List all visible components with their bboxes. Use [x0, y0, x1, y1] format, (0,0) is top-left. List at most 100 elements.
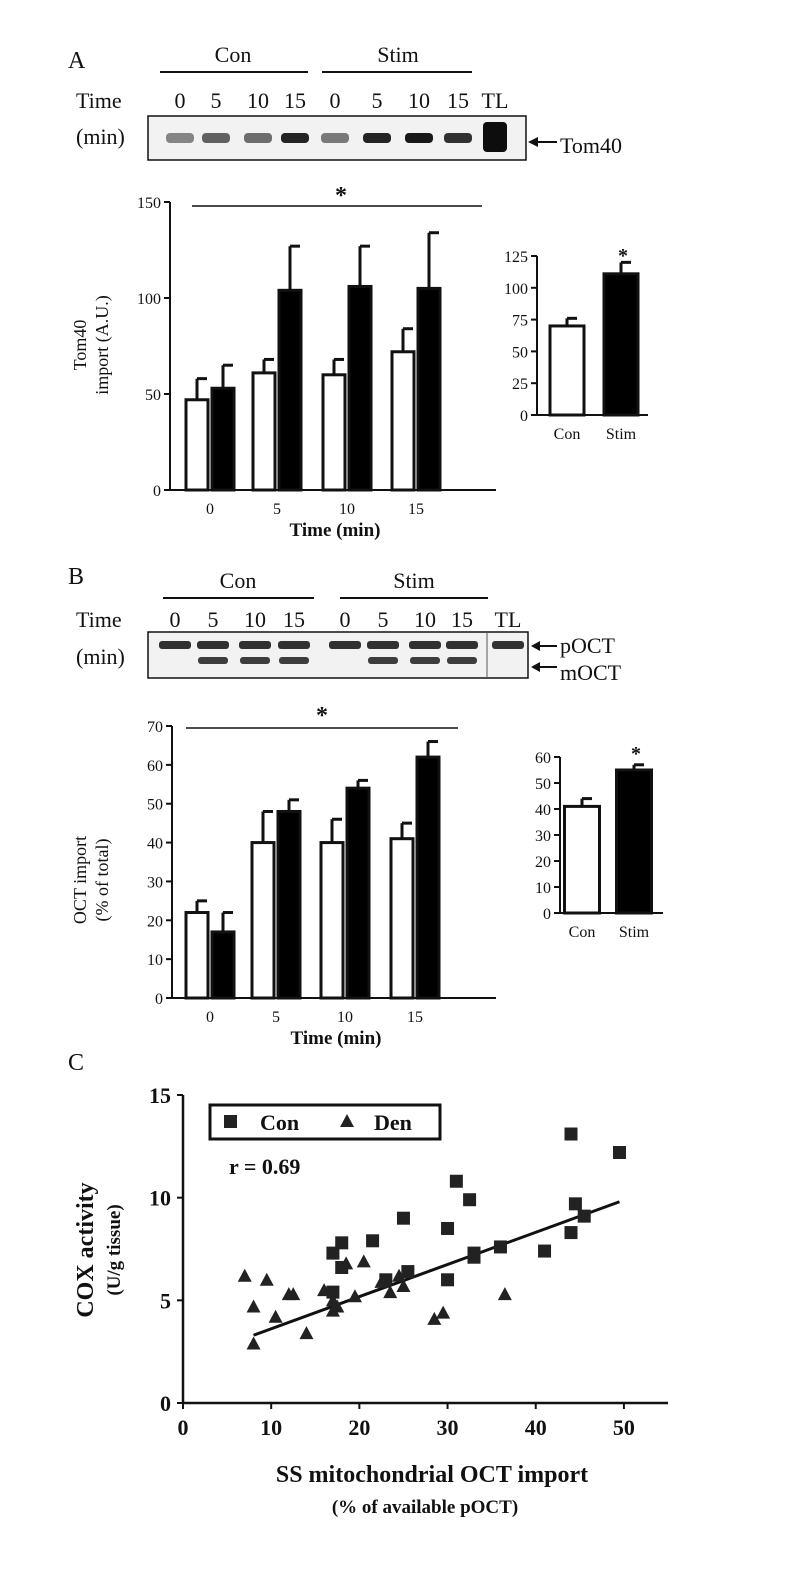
y-tick-label: 150 — [137, 195, 161, 212]
chart-b-main: 0 10 20 30 40 50 60 70 0 5 10 15 * Time (min) OCT impo… — [70, 703, 496, 1049]
point-den — [347, 1289, 362, 1303]
blot-band — [244, 133, 272, 143]
bar-stim — [416, 286, 442, 492]
point-con — [401, 1265, 415, 1279]
point-con — [564, 1127, 578, 1141]
blot-band-moct — [240, 657, 270, 664]
blot-b-time-label: Time — [76, 607, 122, 632]
x-axis-label: Time (min) — [290, 520, 381, 541]
point-den — [246, 1299, 261, 1313]
blot-band — [405, 133, 433, 143]
bar-import — [563, 804, 601, 915]
bar-stim — [415, 755, 441, 1000]
blot-lane-label: 15 — [447, 88, 469, 113]
blot-band-poct — [492, 641, 524, 649]
y-tick-label: 50 — [147, 797, 163, 814]
panel-c-letter: C — [68, 1050, 84, 1076]
legend-box — [208, 1103, 442, 1141]
point-den — [299, 1326, 314, 1340]
blot-lane-label: 10 — [414, 607, 436, 632]
blot-lane-label: 15 — [284, 88, 306, 113]
point-con — [463, 1193, 477, 1207]
y-tick-label: 25 — [512, 376, 528, 393]
blot-a-arrow — [528, 137, 557, 147]
blot-band — [202, 133, 230, 143]
blot-b-band-label-poct: pOCT — [560, 633, 616, 658]
blot-b-group-stim: Stim — [393, 568, 435, 593]
x-tick-label: 15 — [407, 1009, 423, 1026]
chart-a-inset: 0 25 50 75 100 125 Con Stim * — [504, 245, 648, 443]
y-tick-label: 10 — [149, 1186, 171, 1211]
chart-b-inset: 0 10 20 30 40 50 60 Con Stim * — [535, 743, 663, 941]
point-den — [396, 1278, 411, 1292]
bar-stim — [210, 930, 236, 1000]
point-con — [564, 1226, 578, 1240]
bar-stim — [210, 386, 236, 492]
bar-stim — [276, 809, 302, 1000]
x-tick-label: 10 — [260, 1415, 282, 1440]
x-tick-label: 0 — [206, 501, 214, 518]
point-con — [396, 1211, 410, 1225]
y-axis-label: (% of total) — [92, 839, 113, 922]
x-tick-label: 10 — [337, 1009, 353, 1026]
x-axis-sublabel: (% of available pOCT) — [332, 1497, 518, 1518]
blot-a-bands — [166, 122, 507, 152]
blot-band — [363, 133, 391, 143]
panel-a-letter: A — [68, 48, 86, 74]
blot-band-moct — [368, 657, 398, 664]
y-tick-label: 75 — [512, 313, 528, 330]
y-tick-label: 50 — [145, 387, 161, 404]
y-tick-label: 70 — [147, 719, 163, 736]
bar-con — [250, 841, 276, 1000]
blot-band-poct — [409, 641, 441, 649]
x-tick-label: Con — [554, 426, 581, 443]
significance-star: * — [335, 183, 347, 209]
point-den — [383, 1285, 398, 1299]
x-tick-label: 5 — [273, 501, 281, 518]
y-tick-label: 30 — [147, 874, 163, 891]
x-axis-label: Time (min) — [291, 1028, 382, 1049]
blot-a-band-label-tom40: Tom40 — [560, 133, 622, 158]
blot-band — [281, 133, 309, 143]
chart-a-main: 0 50 100 150 0 5 10 15 * Time (min) Tom40 import (A… — [70, 183, 496, 541]
point-den — [237, 1268, 252, 1282]
x-tick-label: Stim — [619, 924, 650, 941]
y-tick-label: 30 — [535, 828, 551, 845]
blot-lane-label: 10 — [247, 88, 269, 113]
blot-band-poct — [239, 641, 271, 649]
bar-import — [548, 324, 586, 417]
blot-lane-label: 15 — [283, 607, 305, 632]
y-tick-label: 60 — [147, 758, 163, 775]
blot-band — [444, 133, 472, 143]
blot-band-poct — [278, 641, 310, 649]
blot-band-poct — [367, 641, 399, 649]
legend-triangle-marker — [340, 1114, 354, 1127]
y-tick-label: 0 — [155, 991, 163, 1008]
significance-star: * — [618, 245, 628, 267]
blot-lane-label: 5 — [208, 607, 219, 632]
bar-con — [251, 371, 277, 492]
y-tick-label: 10 — [147, 952, 163, 969]
x-tick-label: Stim — [606, 426, 637, 443]
blot-b-arrow-moct — [531, 662, 557, 672]
blot-b-arrow-poct — [531, 641, 557, 651]
point-den — [374, 1274, 389, 1288]
blot-band — [483, 122, 507, 152]
blot-lane-label: TL — [482, 88, 509, 113]
bar-stim — [347, 284, 373, 492]
blot-b-group-con: Con — [220, 568, 257, 593]
significance-star: * — [631, 743, 641, 765]
blot-a-group-stim: Stim — [377, 42, 419, 67]
y-tick-label: 10 — [535, 880, 551, 897]
correlation-annotation: r = 0.69 — [229, 1154, 300, 1179]
blot-lane-label: 0 — [340, 607, 351, 632]
blot-band-poct — [197, 641, 229, 649]
point-con — [449, 1174, 463, 1188]
y-tick-label: 20 — [535, 854, 551, 871]
blot-lane-label: 0 — [170, 607, 181, 632]
bar-stim — [277, 288, 303, 492]
bar-import — [615, 768, 653, 915]
point-den — [317, 1283, 332, 1297]
blot-band — [166, 133, 194, 143]
blot-band-moct — [410, 657, 440, 664]
